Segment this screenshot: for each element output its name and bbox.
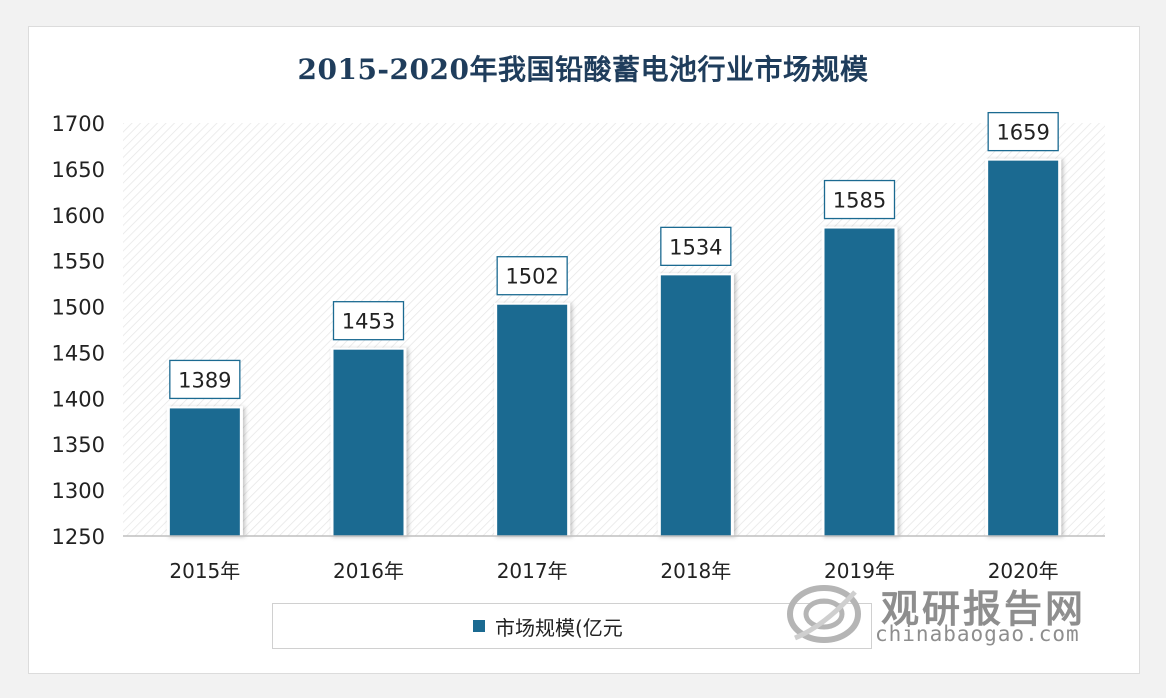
- bar: [333, 349, 404, 536]
- y-tick-label: 1300: [52, 479, 105, 503]
- legend-label: 市场规模(亿元: [495, 615, 623, 640]
- x-tick-label: 2017年: [497, 559, 568, 583]
- bar: [169, 408, 240, 536]
- bar: [824, 228, 895, 537]
- x-tick-label: 2018年: [660, 559, 731, 583]
- chart-title: 2015-2020年我国铅酸蓄电池行业市场规模: [297, 53, 869, 86]
- data-label: 1389: [178, 368, 231, 392]
- legend-swatch: [473, 620, 485, 632]
- y-tick-label: 1550: [52, 250, 105, 274]
- bar: [660, 275, 731, 536]
- x-tick-label: 2015年: [169, 559, 240, 583]
- plot-background: [123, 123, 1105, 536]
- data-label-box: [987, 111, 1059, 152]
- y-tick-label: 1250: [52, 525, 105, 549]
- y-tick-label: 1500: [52, 296, 105, 320]
- y-axis: 1250 1300 1350 1400 1450 1500 1550 1600 1650 1700: [52, 112, 105, 549]
- y-tick-label: 1650: [52, 158, 105, 182]
- plot-area: [123, 123, 1105, 536]
- x-tick-label: 2020年: [988, 559, 1059, 583]
- x-axis: 2015年 2016年 2017年 2018年 2019年 2020年: [123, 535, 1105, 583]
- data-label-box: [332, 301, 405, 341]
- data-label: 1502: [505, 265, 558, 289]
- y-tick-label: 1700: [52, 112, 105, 136]
- legend: 市场规模(亿元: [272, 603, 872, 649]
- data-label: 1453: [342, 310, 395, 334]
- y-tick-label: 1400: [52, 387, 105, 411]
- data-label: 1659: [996, 121, 1049, 145]
- y-tick-label: 1350: [52, 433, 105, 457]
- bar: [497, 304, 568, 536]
- bars-group: 1389 1453 1502 1534 1585 1659: [166, 111, 1062, 537]
- data-label-box: [823, 179, 896, 220]
- bar: [988, 160, 1059, 536]
- x-tick-label: 2016年: [333, 559, 404, 583]
- data-label-box: [496, 256, 568, 296]
- x-tick-label: 2019年: [824, 559, 895, 583]
- y-tick-label: 1450: [52, 341, 105, 365]
- data-label: 1534: [669, 235, 722, 259]
- data-label-box: [660, 226, 732, 267]
- y-tick-label: 1600: [52, 204, 105, 228]
- data-label-box: [169, 359, 241, 400]
- data-label: 1585: [833, 189, 886, 213]
